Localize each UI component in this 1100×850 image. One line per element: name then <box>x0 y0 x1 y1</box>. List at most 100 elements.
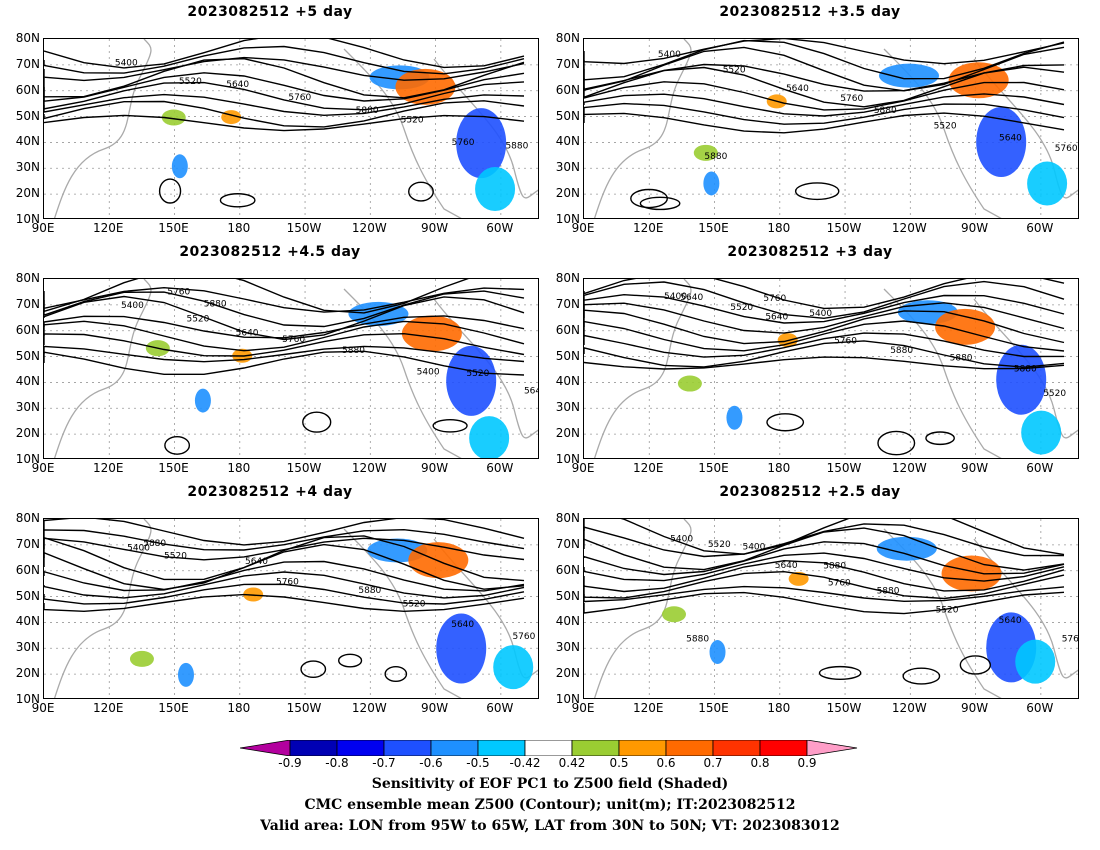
closed-contour <box>432 418 468 433</box>
contour-label: 5640 <box>999 133 1022 143</box>
caption-line-2: CMC ensemble mean Z500 (Contour); unit(m… <box>304 797 796 813</box>
contour-label: 5520 <box>934 121 957 131</box>
contour-label: 5760 <box>167 288 190 298</box>
contour-label: 5640 <box>786 84 809 94</box>
z500-contour <box>584 293 1065 324</box>
closed-contour <box>164 435 191 455</box>
map-plot-area: 5400 5520 5640 5760 5880 5520 5640 5760 5880 <box>583 38 1079 219</box>
contour-label: 5760 <box>840 94 863 104</box>
contour-label: 5760 <box>834 336 857 346</box>
colorbar-tick-label: -0.6 <box>419 756 443 770</box>
closed-contour <box>925 431 955 446</box>
z500-contour <box>584 585 1065 603</box>
z500-contour <box>44 286 525 313</box>
coastline-asia <box>593 519 692 698</box>
contour-label: 5880 <box>204 299 227 309</box>
lon-tick-label: 90W <box>421 701 449 715</box>
z500-contour <box>44 295 525 341</box>
lat-tick-label: 50N <box>15 108 40 123</box>
panel-init-time: 2023082512 <box>719 484 822 500</box>
sensitivity-shading <box>401 315 462 352</box>
contour-label: 5880 <box>505 141 528 151</box>
contour-label: 5880 <box>686 635 709 645</box>
closed-contour <box>902 667 941 685</box>
z500-contour <box>584 340 1065 368</box>
sensitivity-shading <box>436 613 487 684</box>
colorbar-tick-label: 0.7 <box>703 756 723 770</box>
colorbar: -0.9 -0.8 -0.7 -0.6 -0.5 -0.42 0.42 0.5 0.6 0.7 0.… <box>239 739 860 774</box>
lon-tick-label: 60W <box>486 461 514 475</box>
sensitivity-shading <box>177 662 194 687</box>
map-panel-p2: 2023082512 +3.5 day 80N 70N 60N 50N 40N 30N 20N… <box>540 0 1080 235</box>
lat-tick-label: 70N <box>15 296 40 311</box>
lon-tick-label: 120E <box>93 221 124 235</box>
lon-tick-label: 90E <box>31 461 55 475</box>
panel-lead-time: +2.5 day <box>827 484 901 500</box>
contour-label: 5880 <box>1014 365 1037 375</box>
contour-label: 5640 <box>524 387 539 397</box>
lon-tick-label: 180 <box>227 461 251 475</box>
lat-tick-label: 20N <box>15 666 40 681</box>
contour-label: 5640 <box>680 293 703 303</box>
lon-tick-label: 150E <box>158 461 189 475</box>
z500-contour <box>44 345 525 363</box>
map-panel-p3: 2023082512 +4.5 day 80N 70N 60N 50N 40N 30N 20N… <box>0 240 540 475</box>
sensitivity-shading <box>493 645 534 690</box>
lat-tick-label: 30N <box>555 160 580 175</box>
map-plot-area: 5400 5520 5640 5760 5880 5520 5640 5760 5880 5400… <box>583 518 1079 699</box>
lon-tick-label: 150E <box>698 701 729 715</box>
closed-contour <box>877 430 916 456</box>
lat-tick-label: 20N <box>555 426 580 441</box>
contour-label: 5760 <box>828 579 851 589</box>
contour-label: 5520 <box>179 77 202 87</box>
contour-label: 5880 <box>356 106 379 116</box>
lat-tick-label: 60N <box>555 82 580 97</box>
colorbar-tick-label: 0.9 <box>797 756 817 770</box>
contour-label: 5400 <box>742 543 765 553</box>
z500-contour <box>44 56 525 82</box>
z500-contour <box>44 571 525 599</box>
contour-label: 5880 <box>143 539 166 549</box>
lat-tick-label: 20N <box>555 186 580 201</box>
closed-contour <box>794 182 840 201</box>
map-panel-p5: 2023082512 +4 day 80N 70N 60N 50N 40N 30N 20N 10… <box>0 480 540 715</box>
colorbar-tick-label: -0.9 <box>278 756 302 770</box>
lon-tick-label: 90W <box>421 221 449 235</box>
panel-lead-time: +3 day <box>835 244 893 260</box>
lon-tick-label: 120E <box>633 221 664 235</box>
sensitivity-shading <box>709 640 726 665</box>
contour-label: 5520 <box>403 600 426 610</box>
lat-tick-label: 20N <box>15 186 40 201</box>
z500-contour <box>44 535 525 582</box>
lon-tick-label: 120W <box>891 701 927 715</box>
colorbar-tick-label: -0.7 <box>372 756 396 770</box>
lon-tick-label: 120W <box>351 701 387 715</box>
map-panel-p4: 2023082512 +3 day 80N 70N 60N 50N 40N 30N 20N 10… <box>540 240 1080 475</box>
panel-title: 2023082512 +4 day <box>0 484 540 500</box>
z500-contour <box>44 332 525 357</box>
contour-label: 5400 <box>127 543 150 553</box>
lon-tick-label: 90W <box>961 221 989 235</box>
closed-contour <box>302 411 332 433</box>
z500-contour <box>44 543 525 591</box>
lat-tick-label: 40N <box>15 374 40 389</box>
sensitivity-shading <box>456 108 507 179</box>
lat-tick-label: 80N <box>555 511 580 525</box>
z500-contour <box>584 39 1065 65</box>
colorbar-tick-label: 0.6 <box>656 756 676 770</box>
sensitivity-shading <box>161 109 186 126</box>
z500-contour <box>44 315 525 339</box>
lat-tick-label: 30N <box>15 400 40 415</box>
lat-tick-label: 30N <box>15 160 40 175</box>
lon-tick-label: 120W <box>891 221 927 235</box>
colorbar-tick-label: -0.8 <box>325 756 349 770</box>
z500-contour <box>584 356 1065 370</box>
z500-contour <box>44 593 525 613</box>
panel-lead-time: +4.5 day <box>287 244 361 260</box>
z500-contour <box>584 320 1065 352</box>
lon-tick-label: 150W <box>286 701 322 715</box>
colorbar-swatch <box>524 739 573 757</box>
caption-line-3: Valid area: LON from 95W to 65W, LAT fro… <box>260 818 840 834</box>
map-plot-area: 5400 5520 5640 5760 5880 5880 5880 5520 5640 5760… <box>583 278 1079 459</box>
lon-tick-label: 150W <box>286 221 322 235</box>
